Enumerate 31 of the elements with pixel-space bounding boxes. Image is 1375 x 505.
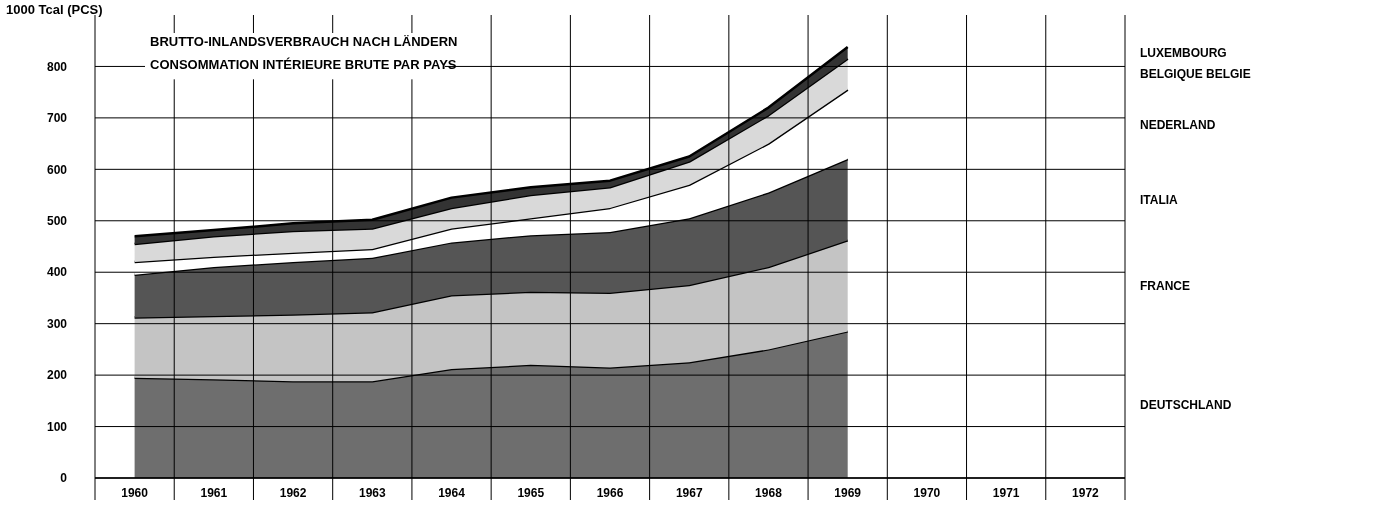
y-axis-title: 1000 Tcal (PCS) xyxy=(6,2,103,17)
x-tick-label: 1967 xyxy=(675,486,703,500)
text: ITALIA xyxy=(1140,192,1179,207)
text: LUXEMBOURG xyxy=(1140,46,1227,61)
x-tick-label: 1970 xyxy=(913,486,941,500)
y-tick-label: 800 xyxy=(46,59,68,74)
x-tick-label: 1972 xyxy=(1072,486,1100,500)
x-tick-label: 1963 xyxy=(358,486,386,500)
y-tick-label: 100 xyxy=(46,419,68,434)
text: BRUTTO-INLANDSVERBRAUCH NACH LÄNDERN xyxy=(150,33,458,49)
x-tick-label: 1968 xyxy=(755,486,783,500)
text: FRANCE xyxy=(1140,279,1190,294)
text: CONSOMMATION INTÉRIEURE BRUTE PAR PAYS xyxy=(150,57,457,73)
text: NEDERLAND xyxy=(1140,117,1216,132)
x-tick-label: 1966 xyxy=(596,486,624,500)
y-tick-label: 500 xyxy=(46,213,68,228)
y-tick-label: 200 xyxy=(46,368,68,383)
text: BELGIQUE BELGIE xyxy=(1140,67,1251,82)
x-tick-label: 1964 xyxy=(438,486,466,500)
y-tick-label: 0 xyxy=(60,471,68,486)
x-tick-label: 1965 xyxy=(517,486,545,500)
y-tick-label: 700 xyxy=(46,111,68,126)
y-tick-label: 600 xyxy=(46,162,68,177)
y-tick-label: 400 xyxy=(46,265,68,280)
y-tick-label: 300 xyxy=(46,316,68,331)
x-tick-label: 1962 xyxy=(279,486,307,500)
x-tick-label: 1960 xyxy=(121,486,149,500)
text: DEUTSCHLAND xyxy=(1140,397,1232,412)
x-tick-label: 1961 xyxy=(200,486,228,500)
x-tick-label: 1969 xyxy=(834,486,862,500)
x-tick-label: 1971 xyxy=(992,486,1020,500)
